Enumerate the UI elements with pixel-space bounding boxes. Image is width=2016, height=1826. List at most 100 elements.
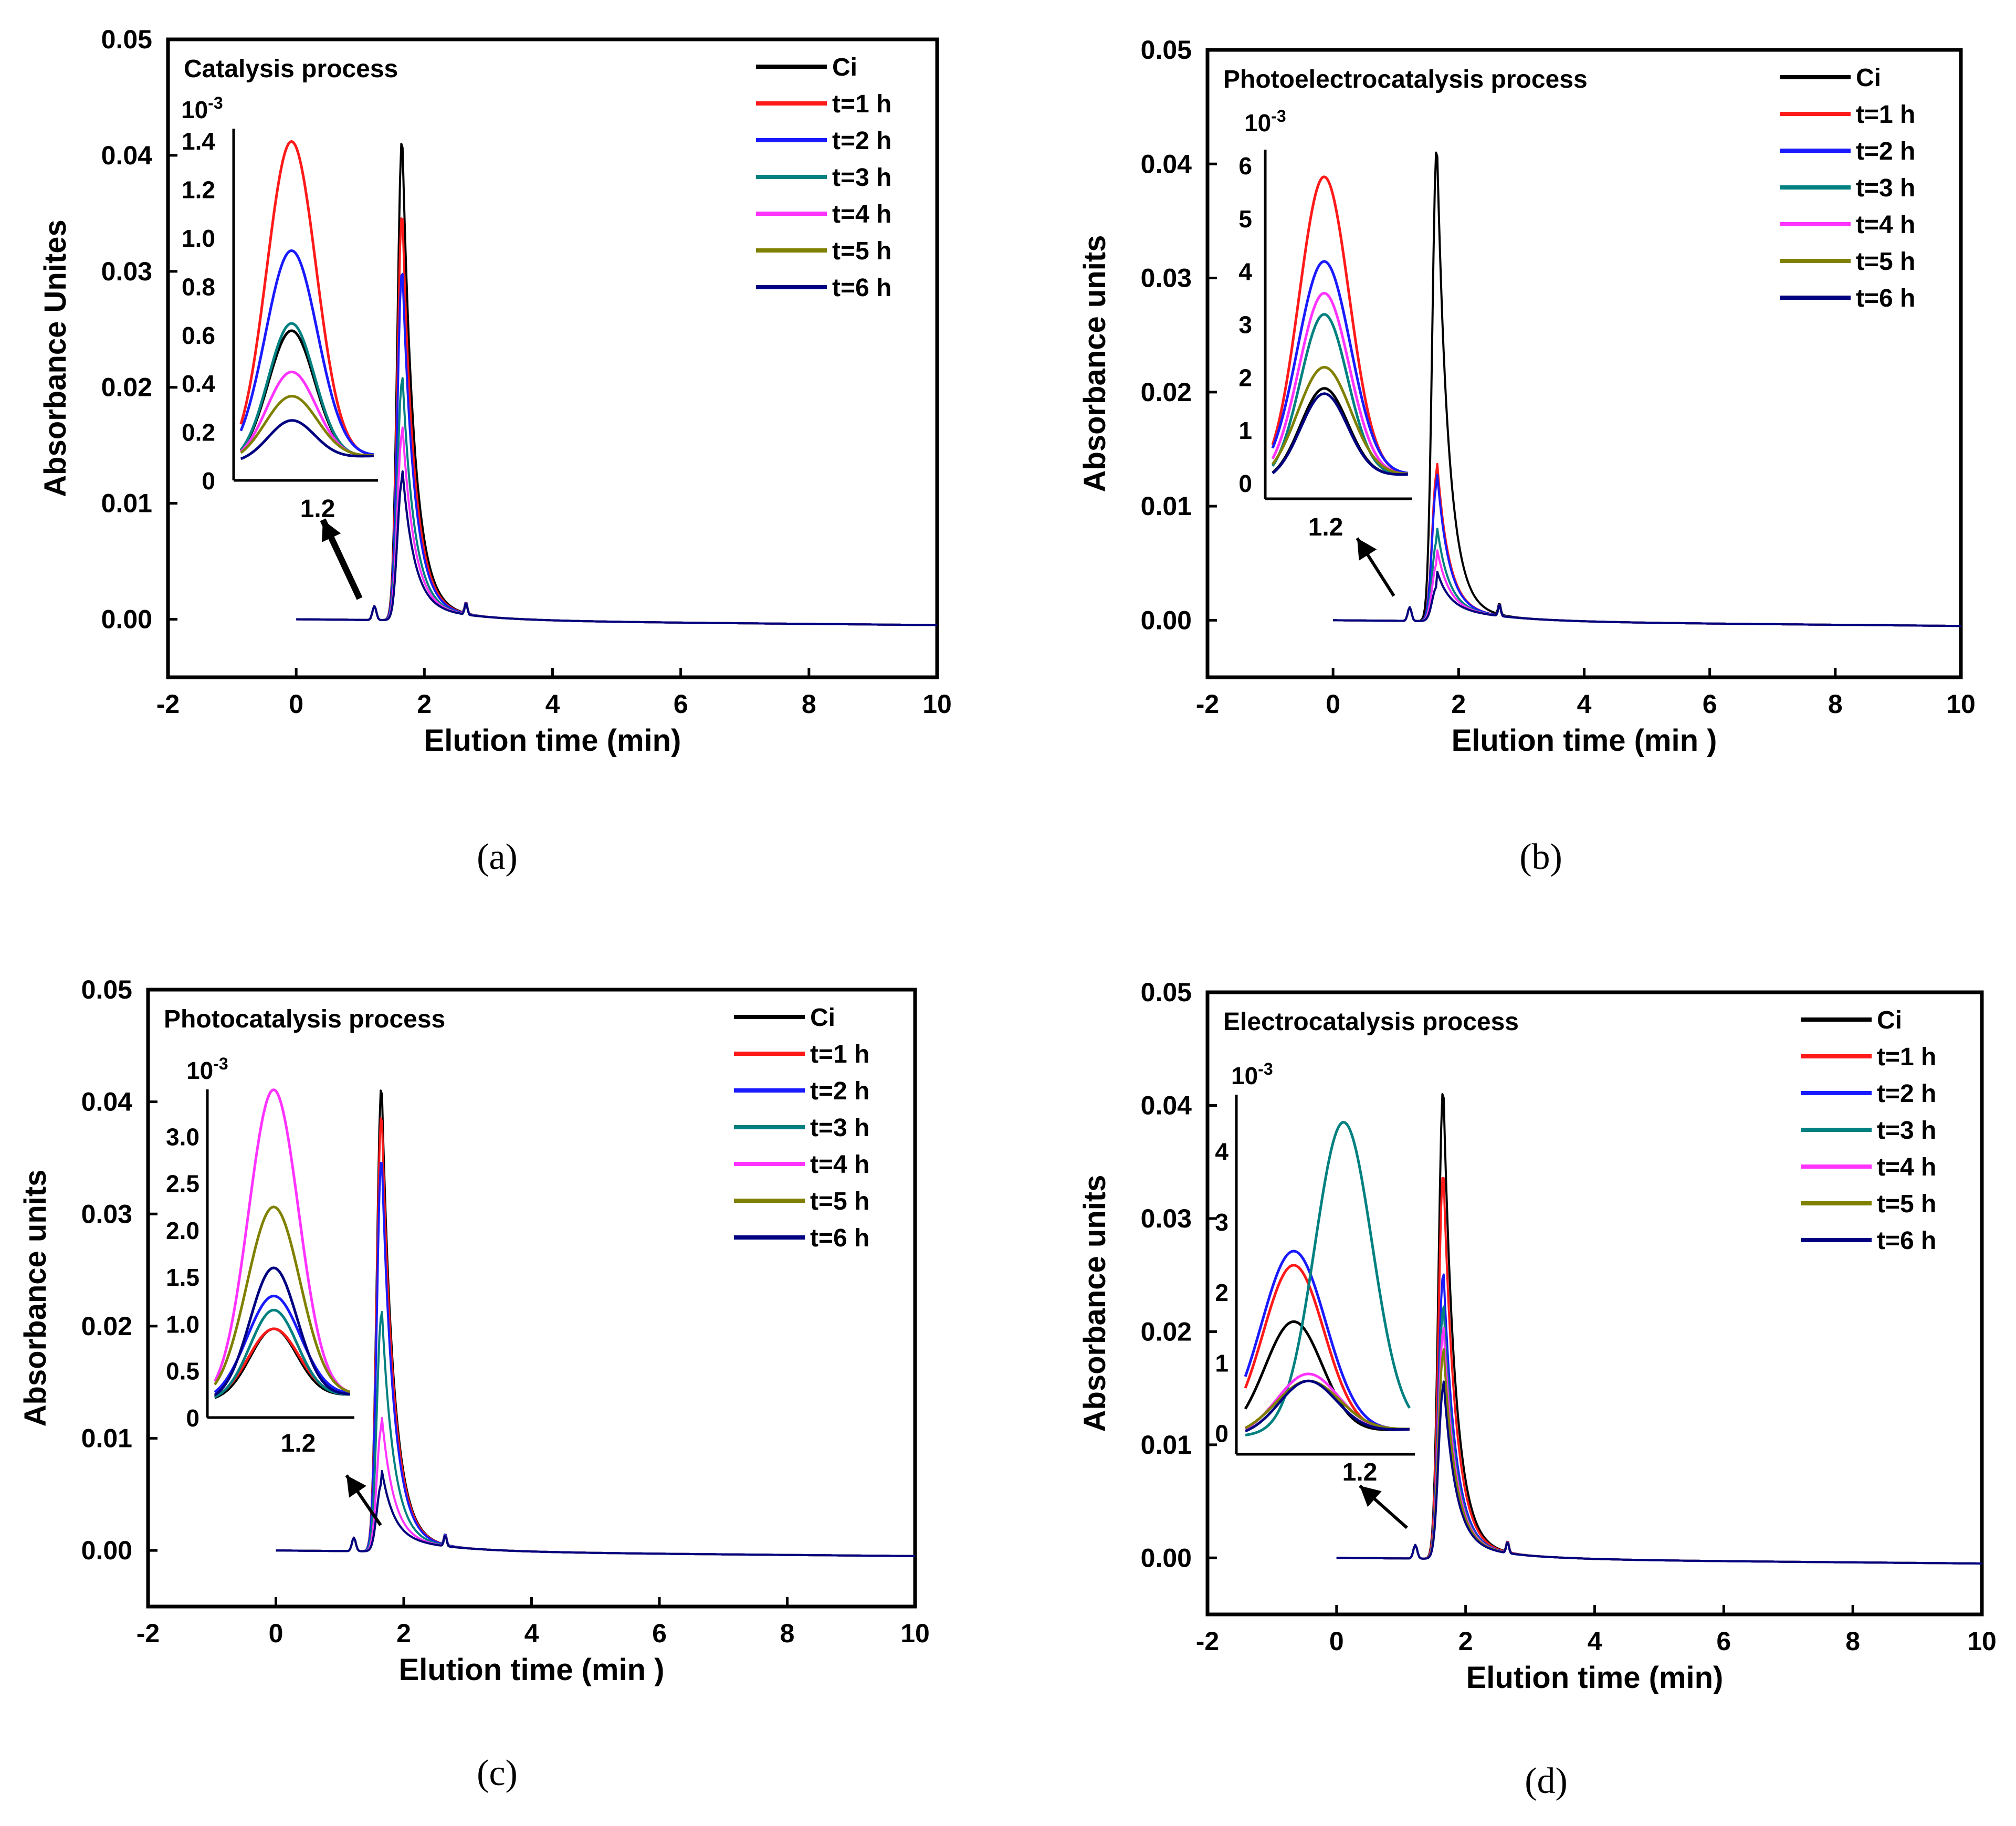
inset-series-line-t-6-h xyxy=(1245,1379,1410,1433)
series-line-t-3-h xyxy=(296,377,937,626)
x-tick-label: 4 xyxy=(1588,1626,1602,1656)
inset-exponent-power: -3 xyxy=(1258,1059,1273,1078)
x-tick-label: 8 xyxy=(1828,689,1843,719)
inset-y-tick-label: 3 xyxy=(1215,1209,1228,1236)
inset-y-tick-label: 0.2 xyxy=(182,419,215,446)
y-tick-label: 0.00 xyxy=(101,605,152,634)
x-tick-label: 6 xyxy=(1716,1626,1731,1656)
inset-y-tick-label: 4 xyxy=(1215,1138,1228,1165)
legend-label: t=6 h xyxy=(810,1224,869,1252)
legend-label: t=5 h xyxy=(1856,248,1915,276)
panel-caption: (a) xyxy=(477,837,518,877)
inset-series-line-t-3-h xyxy=(1271,313,1408,476)
inset-y-tick-label: 0 xyxy=(1238,470,1252,497)
inset-series-line-t-6-h xyxy=(240,419,374,460)
legend-label: Ci xyxy=(1856,64,1881,92)
chart-panel-b: -2 0 2 4 6 8 100.000.010.020.030.040.05Elution… xyxy=(1078,35,1976,758)
inset-chart: 0 0.5 1.0 1.5 2.0 2.5 3.0 10-3 1.2 xyxy=(166,1054,354,1457)
inset-y-tick-label: 0 xyxy=(186,1404,200,1432)
y-tick-label: 0.03 xyxy=(101,257,152,286)
x-tick-label: 8 xyxy=(1845,1626,1860,1656)
series-line-t-2-h xyxy=(296,272,937,626)
x-axis-label: Elution time (min) xyxy=(424,723,681,758)
inset-x-tick-label: 1.2 xyxy=(1342,1458,1378,1486)
series-line-t-6-h xyxy=(1333,571,1961,627)
zoom-arrow-head xyxy=(346,1475,366,1498)
plot-frame xyxy=(146,988,917,1609)
inset-exponent-label: 10-3 xyxy=(1231,1059,1273,1089)
y-tick-label: 0.05 xyxy=(1141,35,1192,65)
x-axis-label: Elution time (min) xyxy=(1466,1661,1724,1695)
series-line-t-6-h xyxy=(276,1470,916,1557)
inset-series-line-t-6-h xyxy=(1272,392,1408,476)
inset-exponent-base: 10 xyxy=(181,96,208,123)
chart-panel-d: -2 0 2 4 6 8 100.000.010.020.030.040.05Elution… xyxy=(1078,978,1997,1695)
y-tick-label: 0.03 xyxy=(1141,264,1192,293)
legend-label: Ci xyxy=(1877,1006,1902,1034)
plot-frame xyxy=(1205,990,1984,1617)
inset-exponent-base: 10 xyxy=(1231,1062,1258,1089)
legend-label: t=3 h xyxy=(810,1114,869,1142)
x-tick-label: 6 xyxy=(674,689,688,719)
series-line-t-2-h xyxy=(276,1161,916,1557)
process-title: Photoelectrocatalysis process xyxy=(1223,66,1588,93)
y-tick-label: 0.05 xyxy=(1141,978,1192,1007)
x-tick-label: 2 xyxy=(1458,1626,1473,1656)
y-tick-label: 0.01 xyxy=(101,489,152,518)
inset-y-tick-label: 6 xyxy=(1238,152,1252,180)
y-tick-label: 0.04 xyxy=(101,141,153,170)
inset-series-line-t-3-h xyxy=(214,1308,350,1398)
inset-y-tick-label: 1.2 xyxy=(182,176,215,204)
inset-y-tick-label: 0.8 xyxy=(182,273,215,300)
process-title: Catalysis process xyxy=(184,55,398,83)
inset-series-line-t-5-h xyxy=(1244,1379,1410,1431)
inset-chart: 0 1 2 3 4 10-3 1.2 xyxy=(1215,1059,1415,1486)
y-tick-label: 0.02 xyxy=(101,373,152,402)
inset-y-tick-label: 2.5 xyxy=(166,1170,200,1198)
y-axis-label: Absorbance units xyxy=(18,1170,52,1427)
x-tick-label: 2 xyxy=(417,689,432,719)
panel-caption: (c) xyxy=(477,1753,518,1793)
legend-label: t=5 h xyxy=(832,237,891,265)
inset-y-tick-label: 5 xyxy=(1238,205,1252,233)
process-title: Electrocatalysis process xyxy=(1223,1008,1519,1036)
x-tick-label: 10 xyxy=(1946,689,1976,719)
x-tick-label: 2 xyxy=(396,1619,411,1648)
x-tick-label: 10 xyxy=(1967,1626,1997,1656)
inset-y-tick-label: 3 xyxy=(1238,311,1252,339)
x-tick-label: 10 xyxy=(922,689,952,719)
series-line-t-6-h xyxy=(296,470,937,626)
inset-series-line-t-5-h xyxy=(1271,365,1408,475)
inset-series-line-t-3-h xyxy=(1245,1120,1411,1436)
legend-label: Ci xyxy=(832,54,857,81)
y-tick-label: 0.01 xyxy=(81,1424,132,1453)
inset-x-tick-label: 1.2 xyxy=(300,495,335,523)
inset-y-tick-label: 2 xyxy=(1215,1279,1228,1306)
y-tick-label: 0.02 xyxy=(1141,377,1192,407)
chart-panel-c: -2 0 2 4 6 8 10 0.00 0.01 0.02 0.03 0.04 0.05 Elution… xyxy=(18,975,930,1687)
x-tick-label: 10 xyxy=(900,1619,930,1648)
x-tick-label: 6 xyxy=(1703,689,1717,719)
inset-y-tick-label: 0 xyxy=(1215,1420,1228,1447)
inset-x-tick-label: 1.2 xyxy=(1308,513,1343,541)
inset-series-line-t-2-h xyxy=(1271,260,1408,475)
legend-label: t=4 h xyxy=(832,201,891,228)
inset-y-tick-label: 1.4 xyxy=(182,128,215,155)
legend-label: t=6 h xyxy=(1856,285,1915,312)
y-axis-label: Absorbance units xyxy=(1078,235,1112,492)
x-tick-label: 0 xyxy=(289,689,303,719)
plot-frame xyxy=(1205,48,1963,679)
x-tick-label: -2 xyxy=(1196,689,1219,719)
x-tick-label: 6 xyxy=(652,1619,667,1648)
y-tick-label: 0.01 xyxy=(1141,1430,1192,1460)
x-axis-label: Elution time (min ) xyxy=(399,1653,665,1687)
legend-label: t=2 h xyxy=(1856,138,1915,165)
inset-series-line-t-1-h xyxy=(1244,1264,1410,1431)
inset-exponent-power: -3 xyxy=(1271,107,1286,125)
y-axis-label: Absorbance Unites xyxy=(38,219,72,497)
inset-y-tick-label: 0.5 xyxy=(166,1358,200,1385)
x-tick-label: 0 xyxy=(269,1619,284,1648)
legend-label: t=4 h xyxy=(1856,211,1915,239)
x-axis-label: Elution time (min ) xyxy=(1452,723,1717,758)
